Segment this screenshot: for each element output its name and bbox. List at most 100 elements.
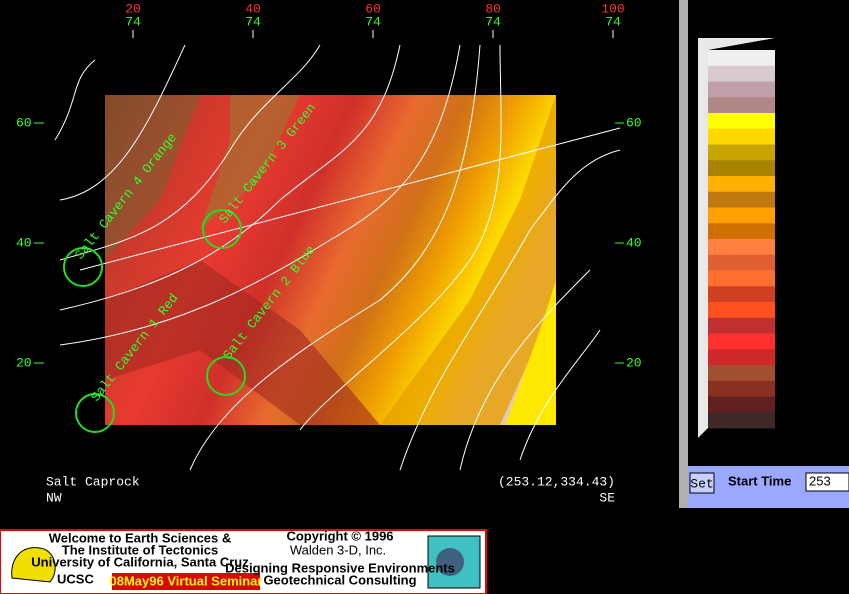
top-sublabel: 74 — [605, 14, 621, 29]
color-swatch — [708, 396, 775, 413]
right-label: 20 — [626, 355, 642, 370]
color-swatch — [708, 286, 775, 303]
colorbar-label: 310 — [806, 302, 829, 317]
colorbar-label: 290 — [806, 208, 829, 223]
banner-line: Welcome to Earth Sciences & — [49, 530, 232, 545]
text-input[interactable] — [805, 472, 849, 492]
contour — [399, 149, 621, 471]
contour — [189, 44, 481, 471]
color-swatch — [708, 317, 775, 334]
right-label: 60 — [626, 115, 642, 130]
top-label: 100 — [601, 1, 624, 16]
colorbar-label: 285 — [806, 185, 829, 200]
map — [54, 44, 621, 471]
color-swatch — [708, 176, 775, 193]
top-sublabel: 74 — [485, 14, 501, 29]
terrain-band — [380, 95, 556, 425]
terrain-band — [505, 280, 556, 425]
text-input-value[interactable]: 253 — [809, 473, 831, 488]
set-button-label[interactable]: Set — [690, 476, 713, 491]
color-swatch — [708, 160, 775, 177]
top-sublabel: 74 — [245, 14, 261, 29]
ucsc: UCSC — [57, 571, 94, 586]
colorbar-label: 325 — [806, 372, 829, 387]
color-swatch — [708, 349, 775, 366]
cavern-marker — [202, 209, 242, 249]
colorbar: 255 260 265 270 275 280 285 290 295 300 305 310 315 3… — [688, 38, 830, 438]
colorbar-label: 255 — [806, 44, 829, 59]
colorbar-label: 334 — [806, 419, 830, 434]
company: Walden 3-D, Inc. — [290, 542, 386, 557]
terrain-band — [200, 95, 300, 230]
copyright: Copyright © 1996 — [286, 528, 393, 543]
color-swatch — [708, 97, 775, 114]
top-label: 80 — [485, 1, 501, 16]
contour — [59, 44, 321, 261]
colorbar-label: 280 — [806, 161, 829, 176]
color-swatch — [708, 380, 775, 397]
colorbar-label: 295 — [806, 232, 829, 247]
top-label: 20 — [125, 1, 141, 16]
corner-label: SE — [599, 490, 615, 505]
top-label: 40 — [245, 1, 261, 16]
banner-line: University of California, Santa Cruz — [31, 554, 249, 569]
color-swatch — [708, 365, 775, 382]
globe — [436, 548, 464, 576]
contour — [299, 44, 502, 431]
colorbar-label: 270 — [806, 115, 829, 130]
cavern-marker — [63, 247, 103, 287]
colorbar-bevel — [698, 38, 775, 438]
slug-logo — [11, 547, 56, 583]
contour — [519, 329, 601, 461]
colorbar-label: 330 — [806, 395, 829, 410]
service: Geotechnical Consulting — [263, 572, 416, 587]
color-swatch — [708, 254, 775, 271]
contour — [459, 269, 591, 471]
scrollbar — [679, 0, 688, 508]
color-swatch — [708, 113, 775, 130]
colorbar-label: 305 — [806, 278, 829, 293]
left-label: 60 — [16, 115, 32, 130]
seminar: 08May96 Virtual Seminar — [110, 573, 263, 588]
colorbar-label: 275 — [806, 138, 829, 153]
corner-label: NW — [46, 490, 62, 505]
color-swatch — [708, 65, 775, 82]
color-swatch — [708, 223, 775, 240]
color-swatch — [708, 207, 775, 224]
contour — [59, 44, 401, 311]
color-swatch — [708, 144, 775, 161]
coords: (253.12,334.43) — [498, 474, 615, 489]
colorbar-label: 265 — [806, 91, 829, 106]
color-swatch — [708, 412, 775, 429]
top-sublabel: 74 — [125, 14, 141, 29]
color-swatch — [708, 128, 775, 145]
terrain-band — [105, 260, 380, 425]
banner-line: The Institute of Tectonics — [62, 542, 219, 557]
set-button[interactable] — [689, 472, 715, 494]
contour — [59, 44, 461, 346]
cavern-marker — [206, 356, 246, 396]
colorbar-label: 320 — [806, 349, 829, 364]
colorbar-label: 315 — [806, 325, 829, 340]
top-sublabel: 74 — [365, 14, 381, 29]
map-caption: Salt Caprock — [46, 474, 140, 489]
color-swatch — [708, 50, 775, 67]
terrain-band — [105, 95, 200, 260]
contour — [59, 44, 186, 201]
color-swatch — [708, 191, 775, 208]
top-label: 60 — [365, 1, 381, 16]
cavern-marker — [75, 393, 115, 433]
color-swatch — [708, 270, 775, 287]
field-label: Start Time — [728, 473, 791, 488]
color-swatch — [708, 239, 775, 256]
colorbar-label: 300 — [806, 255, 829, 270]
seminar-box — [112, 573, 260, 590]
color-swatch — [708, 302, 775, 319]
right-label: 40 — [626, 235, 642, 250]
left-label: 40 — [16, 235, 32, 250]
tagline: Designing Responsive Environments — [225, 560, 455, 575]
section-line — [79, 127, 621, 271]
color-swatch — [708, 333, 775, 350]
left-label: 20 — [16, 355, 32, 370]
